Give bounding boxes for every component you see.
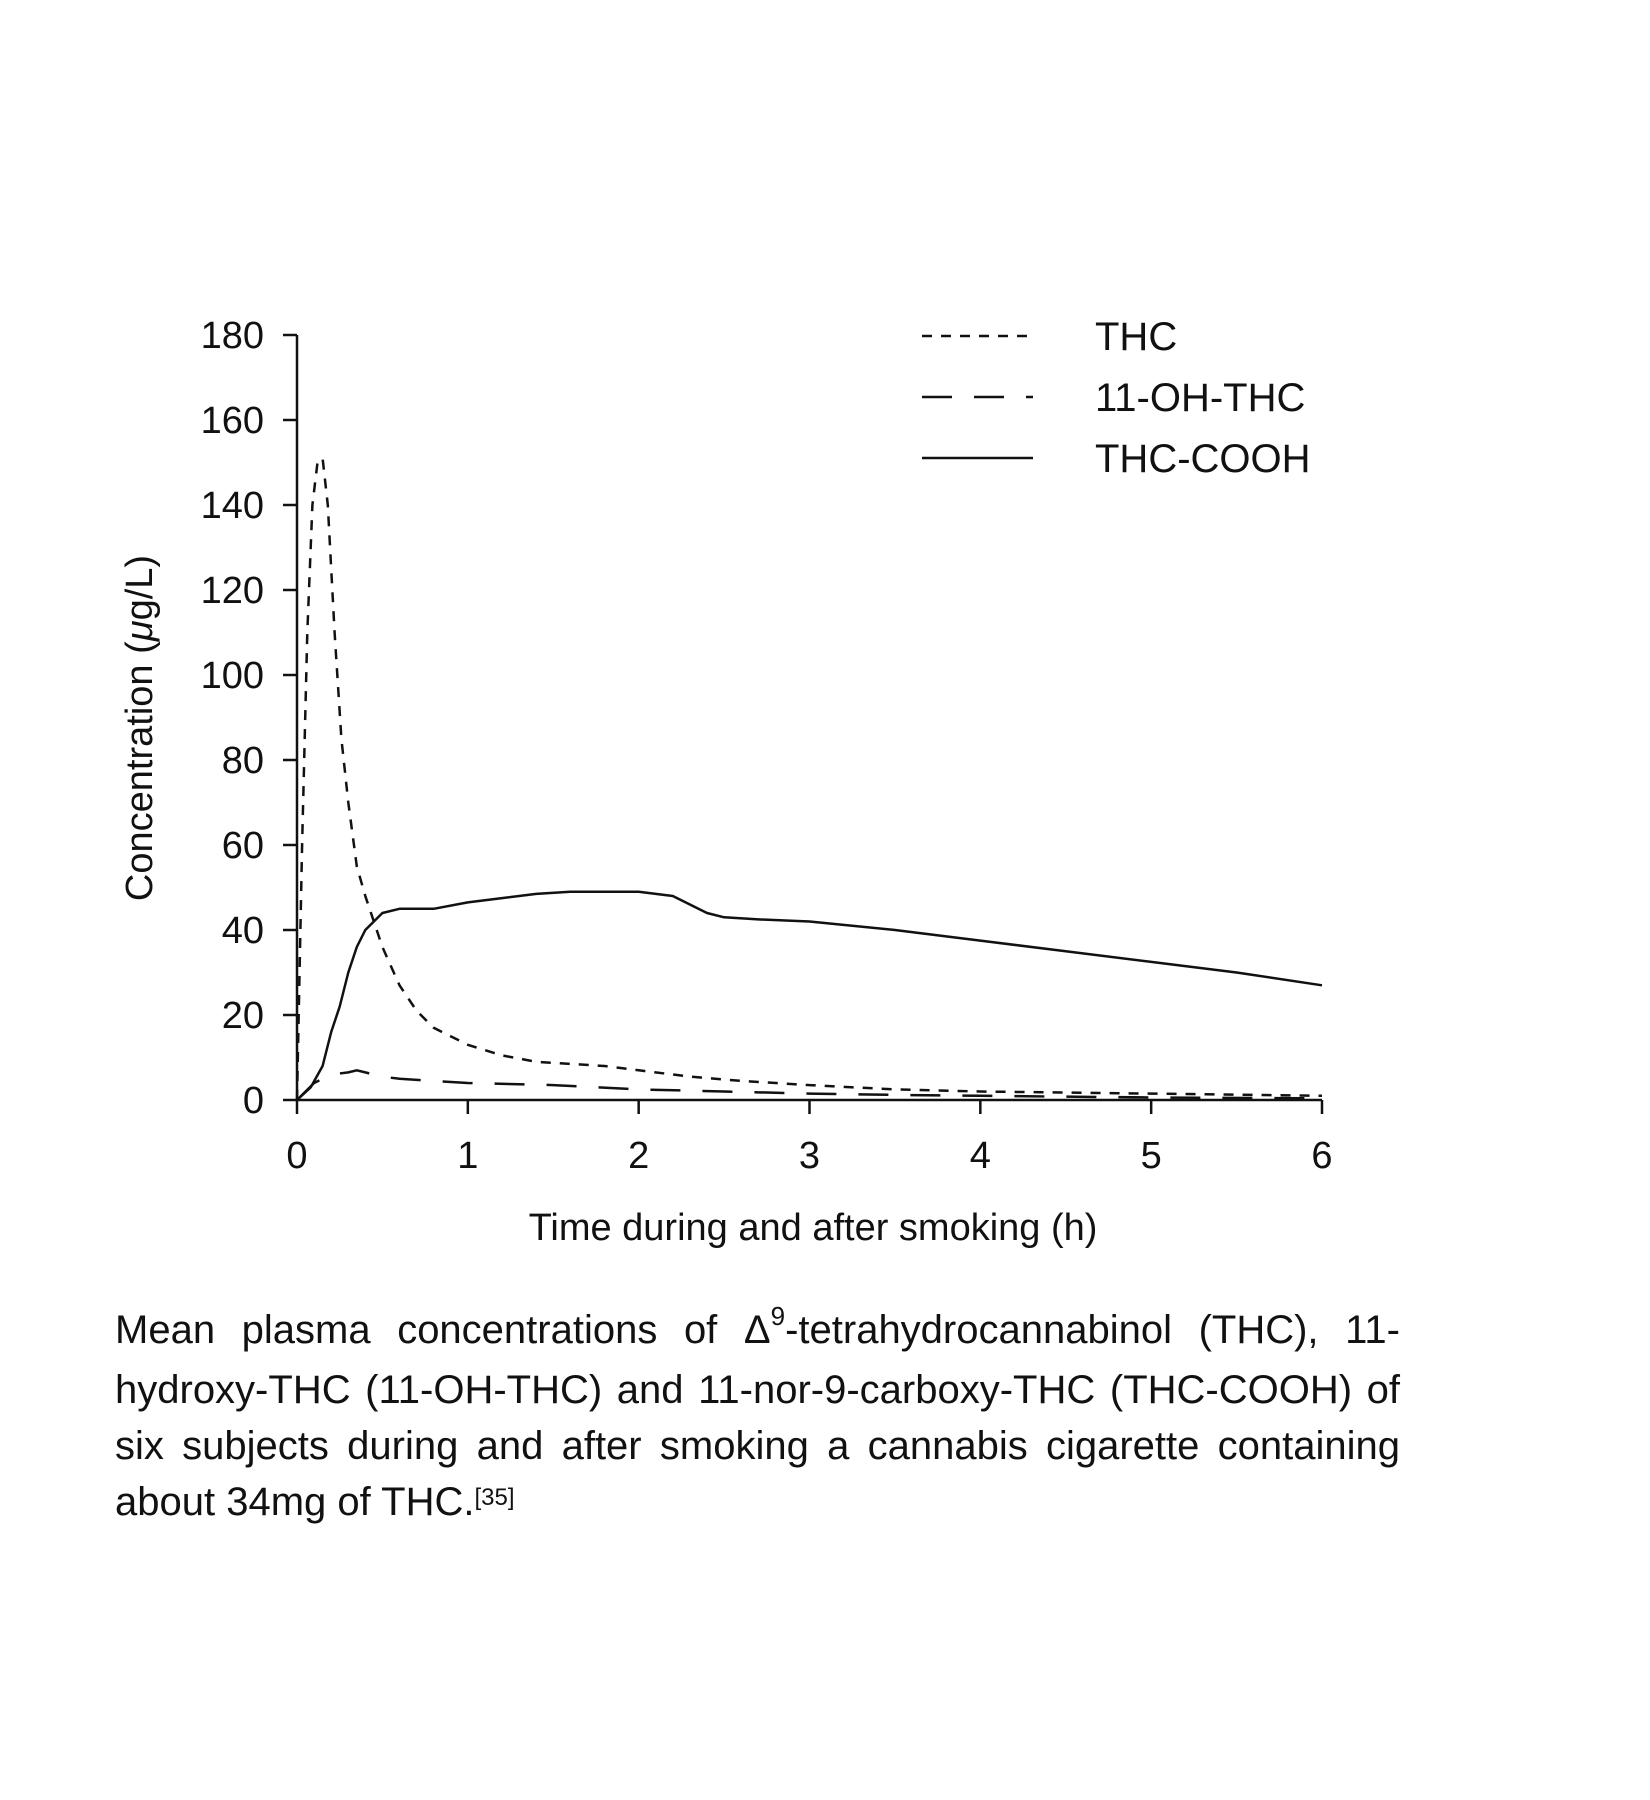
series-line-thc <box>295 457 1323 1101</box>
y-tick-label-3: 60 <box>222 825 264 867</box>
series-line-11-oh-thc <box>296 1069 1323 1101</box>
x-tick-label-0: 0 <box>286 1135 307 1177</box>
x-tick-label-2: 2 <box>628 1135 649 1177</box>
legend-label-thc-cooh: THC-COOH <box>1095 437 1311 481</box>
y-tick-label-9: 180 <box>201 315 264 357</box>
caption-superscript: 9 <box>770 1301 786 1331</box>
series-line-thc-cooh <box>296 890 1323 1101</box>
x-tick-label-5: 5 <box>1141 1135 1162 1177</box>
y-tick-label-8: 160 <box>201 400 264 442</box>
legend: THC 11-OH-THC THC-COOH <box>922 315 1311 481</box>
y-axis-title: Concentration (μg/L) <box>119 555 161 901</box>
y-tick-label-1: 20 <box>222 995 264 1037</box>
caption-reference: [35] <box>474 1484 515 1511</box>
caption-text-post: -tetrahydrocannabinol (THC), 11-hydroxy-… <box>115 1308 1400 1524</box>
legend-label-thc: THC <box>1095 315 1177 359</box>
x-tick-label-4: 4 <box>970 1135 991 1177</box>
figure-caption: Mean plasma concentrations of Δ9-tetrahy… <box>115 1301 1400 1530</box>
x-tick-label-3: 3 <box>799 1135 820 1177</box>
series-layer <box>295 457 1323 1101</box>
y-tick-label-0: 0 <box>243 1080 264 1122</box>
y-tick-label-4: 80 <box>222 740 264 782</box>
y-tick-label-6: 120 <box>201 570 264 612</box>
legend-label-11-oh-thc: 11-OH-THC <box>1095 376 1305 420</box>
y-tick-label-5: 100 <box>201 655 264 697</box>
x-tick-label-1: 1 <box>457 1135 478 1177</box>
x-tick-label-6: 6 <box>1311 1135 1332 1177</box>
caption-text-pre: Mean plasma concentrations of Δ <box>115 1308 771 1352</box>
y-tick-label-2: 40 <box>222 910 264 952</box>
x-axis-title: Time during and after smoking (h) <box>529 1207 1098 1249</box>
y-tick-label-7: 140 <box>201 485 264 527</box>
